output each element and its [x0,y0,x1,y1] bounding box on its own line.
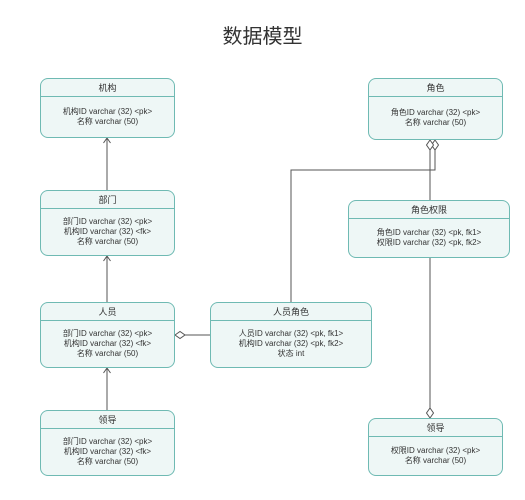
entity-body: 角色ID varchar (32) <pk, fk1>权限ID varchar … [349,219,509,257]
entity-attr: 机构ID varchar (32) <fk> [64,227,151,237]
entity-attr: 机构ID varchar (32) <pk> [63,107,152,117]
entity-body: 部门ID varchar (32) <pk>机构ID varchar (32) … [41,429,174,475]
entity-header: 人员角色 [211,303,371,321]
entity-attr: 机构ID varchar (32) <fk> [64,339,151,349]
entity-node-org: 机构机构ID varchar (32) <pk>名称 varchar (50) [40,78,175,138]
entity-attr: 名称 varchar (50) [405,118,466,128]
edge-end-marker [104,138,111,143]
diagram-title: 数据模型 [0,20,525,49]
entity-attr: 状态 int [278,349,305,359]
edge-end-marker [427,408,434,418]
entity-attr: 部门ID varchar (32) <pk> [63,437,152,447]
entity-attr: 部门ID varchar (32) <pk> [63,217,152,227]
entity-node-dept: 部门部门ID varchar (32) <pk>机构ID varchar (32… [40,190,175,256]
entity-header: 部门 [41,191,174,209]
edge-end-marker [175,332,185,339]
entity-attr: 权限ID varchar (32) <pk> [391,446,480,456]
entity-header: 角色 [369,79,502,97]
entity-body: 人员ID varchar (32) <pk, fk1>机构ID varchar … [211,321,371,367]
entity-node-role: 角色角色ID varchar (32) <pk>名称 varchar (50) [368,78,503,140]
entity-attr: 名称 varchar (50) [77,457,138,467]
entity-node-permobj: 领导权限ID varchar (32) <pk>名称 varchar (50) [368,418,503,476]
entity-node-leader1: 领导部门ID varchar (32) <pk>机构ID varchar (32… [40,410,175,476]
entity-header: 领导 [369,419,502,437]
entity-body: 权限ID varchar (32) <pk>名称 varchar (50) [369,437,502,475]
entity-attr: 名称 varchar (50) [405,456,466,466]
diagram-canvas: 数据模型 机构机构ID varchar (32) <pk>名称 varchar … [0,0,525,500]
entity-node-personrole: 人员角色人员ID varchar (32) <pk, fk1>机构ID varc… [210,302,372,368]
edge-end-marker [427,140,434,150]
entity-header: 机构 [41,79,174,97]
entity-body: 部门ID varchar (32) <pk>机构ID varchar (32) … [41,321,174,367]
entity-header: 角色权限 [349,201,509,219]
entity-attr: 人员ID varchar (32) <pk, fk1> [239,329,343,339]
entity-attr: 角色ID varchar (32) <pk> [391,108,480,118]
entity-attr: 权限ID varchar (32) <pk, fk2> [377,238,481,248]
entity-attr: 名称 varchar (50) [77,349,138,359]
entity-attr: 名称 varchar (50) [77,117,138,127]
edge-end-marker [104,256,111,261]
entity-attr: 名称 varchar (50) [77,237,138,247]
entity-node-person: 人员部门ID varchar (32) <pk>机构ID varchar (32… [40,302,175,368]
entity-body: 角色ID varchar (32) <pk>名称 varchar (50) [369,97,502,139]
entity-attr: 角色ID varchar (32) <pk, fk1> [377,228,481,238]
entity-node-roleperm: 角色权限角色ID varchar (32) <pk, fk1>权限ID varc… [348,200,510,258]
entity-attr: 部门ID varchar (32) <pk> [63,329,152,339]
edge-end-marker [104,368,111,373]
entity-body: 部门ID varchar (32) <pk>机构ID varchar (32) … [41,209,174,255]
entity-body: 机构ID varchar (32) <pk>名称 varchar (50) [41,97,174,137]
edge-end-marker [432,140,439,150]
entity-attr: 机构ID varchar (32) <fk> [64,447,151,457]
entity-header: 领导 [41,411,174,429]
entity-attr: 机构ID varchar (32) <pk, fk2> [239,339,343,349]
entity-header: 人员 [41,303,174,321]
